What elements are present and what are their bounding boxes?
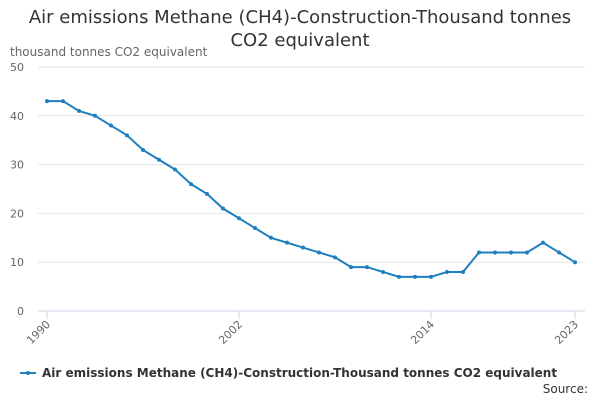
- data-point: [269, 235, 273, 240]
- data-point: [141, 147, 145, 152]
- data-point: [349, 265, 353, 270]
- data-point: [397, 274, 401, 279]
- data-point: [237, 216, 241, 221]
- data-point: [109, 123, 113, 128]
- data-point: [157, 157, 161, 162]
- data-point: [509, 250, 513, 255]
- data-point: [285, 240, 289, 245]
- data-point: [205, 191, 209, 196]
- x-tick-label: 2023: [552, 318, 581, 347]
- x-tick-label: 2002: [216, 318, 245, 347]
- y-axis-label: thousand tonnes CO2 equivalent: [10, 45, 208, 59]
- y-tick-label: 0: [17, 305, 24, 318]
- data-point: [173, 167, 177, 172]
- y-tick-label: 10: [10, 256, 24, 269]
- legend-marker: [26, 371, 30, 375]
- data-point: [365, 265, 369, 270]
- data-point: [61, 99, 65, 104]
- data-point: [253, 226, 257, 231]
- data-point: [45, 99, 49, 104]
- data-point: [77, 108, 81, 113]
- data-point: [525, 250, 529, 255]
- data-point: [189, 182, 193, 187]
- data-point: [493, 250, 497, 255]
- data-point: [125, 133, 129, 138]
- data-point: [477, 250, 481, 255]
- y-tick-label: 20: [10, 207, 24, 220]
- data-point: [381, 269, 385, 274]
- data-point: [573, 260, 577, 265]
- chart-title: Air emissions Methane (CH4)-Construction…: [28, 7, 572, 51]
- y-tick-label: 40: [10, 110, 24, 123]
- y-tick-label: 50: [10, 61, 24, 74]
- legend-label: Air emissions Methane (CH4)-Construction…: [42, 366, 557, 380]
- data-point: [333, 255, 337, 260]
- source: Source:: [543, 382, 588, 396]
- data-point: [413, 274, 417, 279]
- data-point: [301, 245, 305, 250]
- data-point: [93, 113, 97, 118]
- data-point: [317, 250, 321, 255]
- data-point: [221, 206, 225, 211]
- y-tick-label: 30: [10, 159, 24, 172]
- data-point: [557, 250, 561, 255]
- x-tick-label: 2014: [408, 318, 437, 347]
- data-point: [461, 269, 465, 274]
- x-tick-label: 1990: [24, 318, 53, 347]
- data-line: [47, 100, 576, 278]
- data-point: [541, 240, 545, 245]
- data-point: [429, 274, 433, 279]
- data-point: [445, 269, 449, 274]
